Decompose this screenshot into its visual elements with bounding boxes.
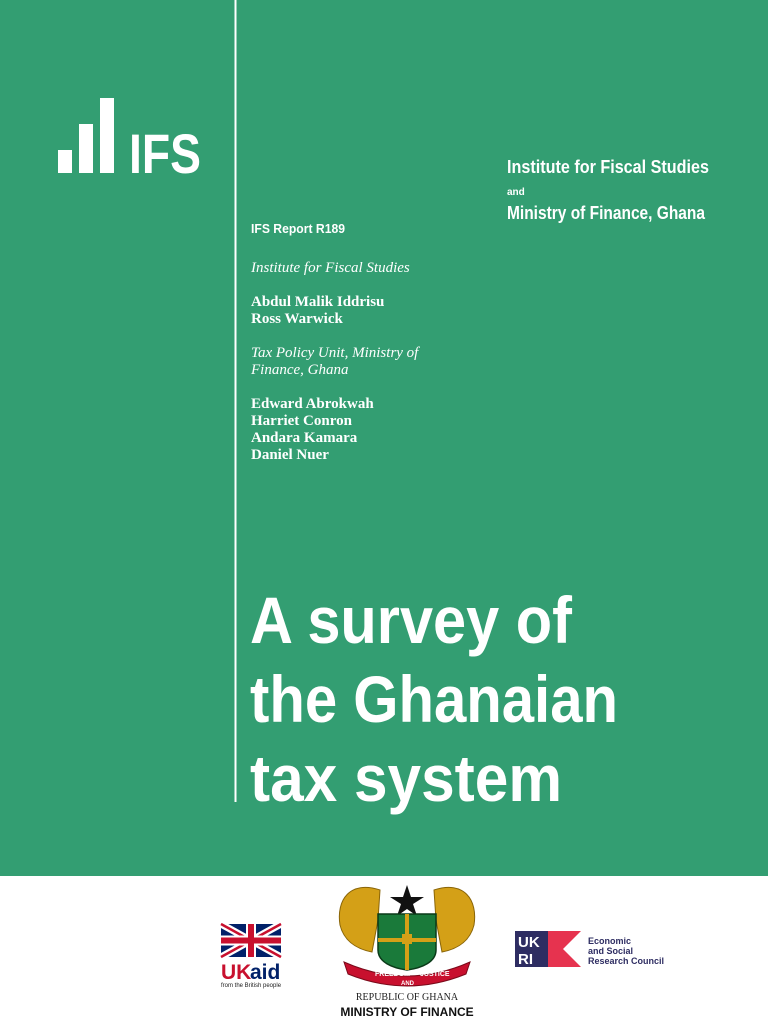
shield-lion (402, 934, 412, 944)
ukri-text: RI (518, 951, 533, 968)
affiliation: Institute for Fiscal Studies (250, 260, 410, 276)
author: Ross Warwick (251, 311, 343, 327)
green-panel (0, 0, 768, 876)
flag-cross (221, 924, 281, 957)
affiliation: Finance, Ghana (250, 362, 348, 378)
publisher: Institute for Fiscal Studies (507, 157, 709, 177)
author: Daniel Nuer (251, 447, 329, 463)
logo-bar (58, 150, 72, 173)
ukaid-logo: UK aid from the British people (219, 920, 283, 989)
report-number: IFS Report R189 (251, 221, 345, 236)
eagle-right (433, 886, 476, 953)
ukri-text: UK (518, 934, 540, 951)
affiliation: Tax Policy Unit, Ministry of (251, 345, 420, 361)
star (390, 885, 424, 916)
title-line: A survey of (250, 583, 573, 657)
country: REPUBLIC OF GHANA (356, 992, 459, 1003)
eagle-left (338, 886, 381, 953)
ukaid-aid: aid (250, 961, 280, 984)
ukaid-tagline: from the British people (221, 983, 282, 989)
title-line: tax system (250, 741, 562, 815)
ukri-arrow (548, 931, 581, 967)
ifs-logo: IFS (58, 98, 201, 185)
council: Economic (588, 936, 631, 946)
title-line: the Ghanaian (250, 662, 618, 736)
ribbon (343, 961, 471, 987)
ministry: MINISTRY OF FINANCE (340, 1005, 473, 1019)
ghana-arms: FREEDOM AND JUSTICE REPUBLIC OF GHANA MI… (338, 885, 476, 1019)
author: Edward Abrokwah (251, 396, 374, 412)
ukaid-uk: UK (221, 961, 251, 984)
motto: FREEDOM (375, 971, 410, 978)
motto: AND (401, 981, 415, 987)
council: Research Council (588, 956, 664, 966)
publisher: Ministry of Finance, Ghana (507, 203, 706, 223)
ukri-logo: UK RI Economic and Social Research Counc… (515, 931, 664, 968)
author: Abdul Malik Iddrisu (251, 294, 384, 310)
logo-text: IFS (129, 122, 201, 185)
ukri-block (515, 931, 548, 967)
author: Harriet Conron (251, 413, 353, 429)
author: Andara Kamara (251, 430, 358, 446)
motto: JUSTICE (420, 971, 450, 978)
publisher-and: and (507, 187, 525, 198)
council: and Social (588, 946, 633, 956)
logo-bar (79, 124, 93, 173)
logo-bar (100, 98, 114, 173)
